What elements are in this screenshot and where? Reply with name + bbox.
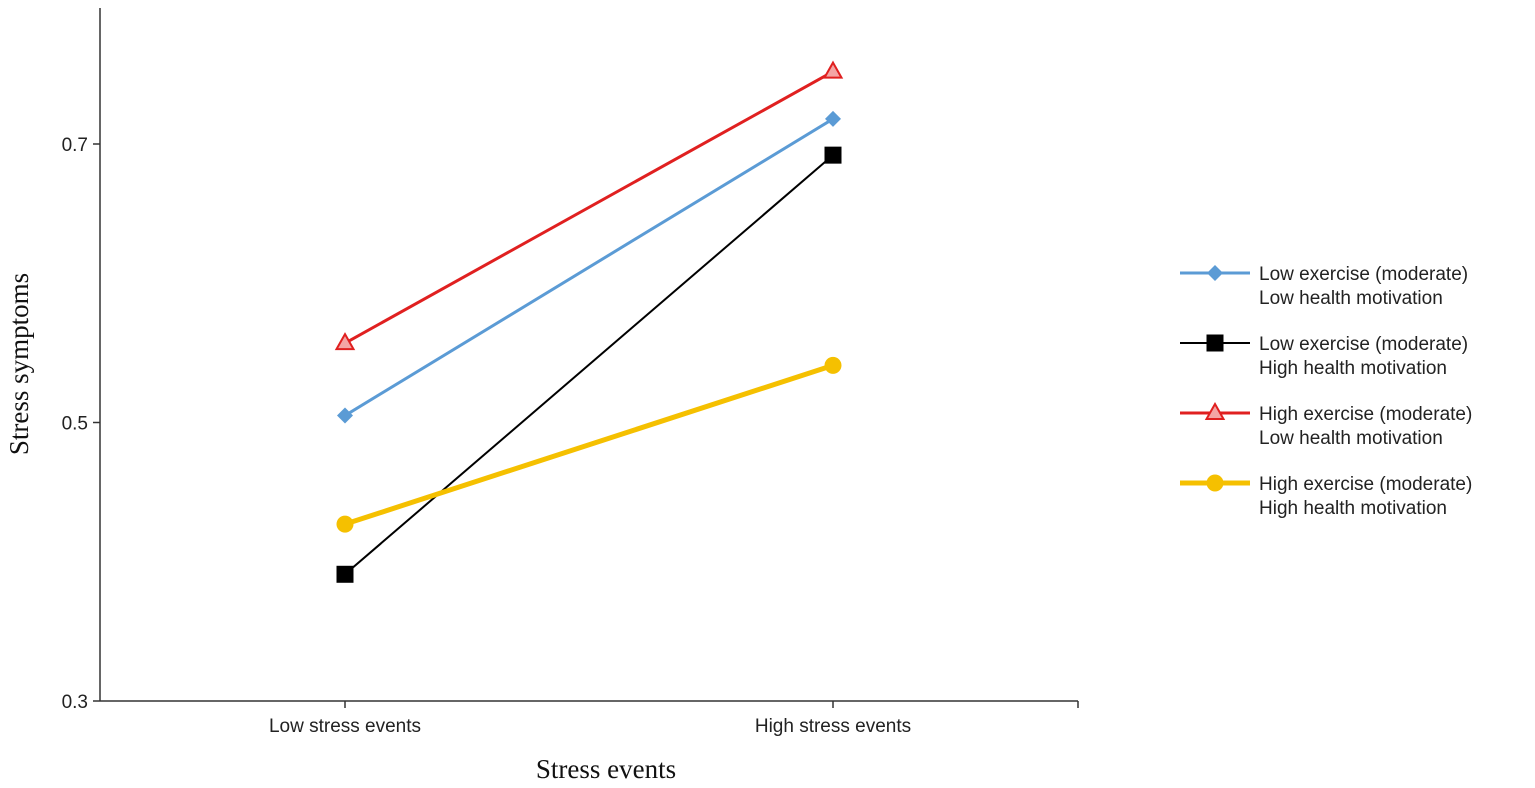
series-2	[336, 146, 842, 583]
data-point-diamond	[825, 110, 841, 127]
series-line	[344, 154, 834, 576]
data-point-square	[824, 146, 842, 164]
legend-marker-circle	[1206, 474, 1224, 492]
series-4	[336, 356, 842, 533]
axes	[99, 8, 1078, 702]
data-point-triangle	[822, 60, 844, 79]
legend-label-line2: High health motivation	[1259, 358, 1447, 379]
legend-item: High exercise (moderate) High health moti…	[1180, 474, 1472, 519]
x-axis-title: Stress events	[536, 754, 676, 784]
legend-label-line2: Low health motivation	[1259, 288, 1443, 309]
legend-label-line1: Low exercise (moderate)	[1259, 264, 1468, 285]
y-tick-label: 0.5	[62, 414, 88, 435]
legend-label-line1: High exercise (moderate)	[1259, 404, 1472, 425]
x-ticks: Low stress events High stress events	[269, 701, 1079, 737]
series-1	[337, 110, 841, 424]
series-line	[344, 70, 834, 345]
y-tick-label: 0.7	[62, 135, 88, 156]
series-line	[344, 117, 834, 417]
legend-label-line1: High exercise (moderate)	[1259, 474, 1472, 495]
y-tick-label: 0.3	[62, 692, 88, 713]
data-point-triangle	[334, 332, 356, 351]
legend-marker-triangle	[1204, 401, 1226, 420]
data-point-diamond	[337, 407, 353, 424]
data-point-circle	[824, 356, 842, 374]
series-line	[344, 363, 834, 527]
legend-label-line1: Low exercise (moderate)	[1259, 334, 1468, 355]
legend-item: High exercise (moderate) Low health motiv…	[1180, 401, 1472, 449]
legend-marker-square	[1206, 334, 1224, 352]
legend-item: Low exercise (moderate) Low health motiva…	[1180, 264, 1468, 309]
data-point-square	[336, 565, 354, 583]
series-3	[334, 60, 844, 351]
y-axis-title: Stress symptoms	[4, 273, 34, 455]
x-tick-label: Low stress events	[269, 716, 421, 737]
x-tick-label: High stress events	[755, 716, 911, 737]
data-point-circle	[336, 515, 354, 533]
legend-label-line2: Low health motivation	[1259, 428, 1443, 449]
y-ticks: 0.3 0.5 0.7	[62, 135, 100, 713]
legend-marker-diamond	[1207, 265, 1223, 281]
legend: Low exercise (moderate) Low health motiva…	[1180, 264, 1472, 519]
series-layer	[334, 60, 844, 583]
legend-item: Low exercise (moderate) High health motiv…	[1180, 334, 1468, 379]
legend-label-line2: High health motivation	[1259, 498, 1447, 519]
